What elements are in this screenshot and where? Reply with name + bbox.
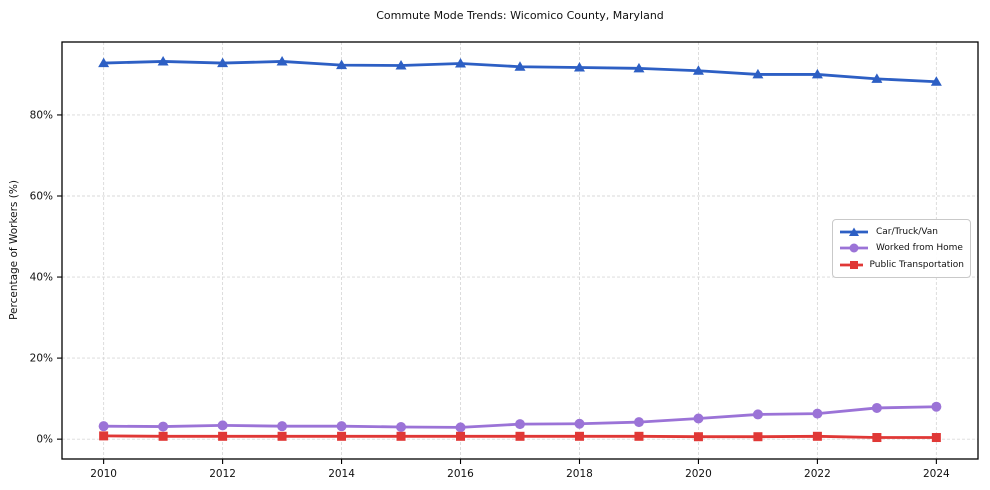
legend-item-car-truck-van: Car/Truck/Van bbox=[839, 226, 964, 238]
series-marker-public-transportation bbox=[337, 431, 347, 441]
series-marker-public-transportation bbox=[574, 431, 584, 441]
series-marker-car-truck-van bbox=[752, 68, 764, 79]
y-tick-label: 0% bbox=[36, 434, 53, 446]
x-tick-label: 2012 bbox=[209, 468, 236, 480]
series-marker-worked-from-home bbox=[396, 421, 407, 432]
series-marker-worked-from-home bbox=[574, 418, 585, 429]
y-tick-label: 40% bbox=[30, 272, 53, 284]
circle-legend-marker-icon bbox=[840, 243, 868, 253]
y-tick-label: 80% bbox=[30, 109, 53, 121]
x-tick-label: 2024 bbox=[923, 468, 950, 480]
series-marker-public-transportation bbox=[99, 431, 109, 441]
series-marker-car-truck-van bbox=[455, 57, 467, 68]
x-tick-label: 2010 bbox=[90, 468, 117, 480]
y-tick-label: 60% bbox=[30, 190, 53, 202]
series-marker-public-transportation bbox=[693, 432, 703, 442]
series-marker-public-transportation bbox=[396, 431, 406, 441]
chart-title: Commute Mode Trends: Wicomico County, Ma… bbox=[376, 9, 664, 22]
series-marker-car-truck-van bbox=[157, 55, 169, 66]
series-marker-worked-from-home bbox=[752, 409, 763, 420]
series-marker-worked-from-home bbox=[812, 408, 823, 419]
series-marker-public-transportation bbox=[277, 431, 287, 441]
series-marker-public-transportation bbox=[158, 431, 168, 441]
series-marker-worked-from-home bbox=[158, 421, 169, 432]
axes-spines bbox=[61, 41, 979, 460]
series-marker-worked-from-home bbox=[693, 413, 704, 424]
series-marker-public-transportation bbox=[753, 432, 763, 442]
x-tick-label: 2014 bbox=[328, 468, 355, 480]
legend-label-car-truck-van: Car/Truck/Van bbox=[876, 227, 938, 238]
x-tick-label: 2018 bbox=[566, 468, 593, 480]
series-marker-public-transportation bbox=[634, 431, 644, 441]
legend: Car/Truck/Van Worked from Home Public Tran… bbox=[832, 219, 971, 278]
series-marker-worked-from-home bbox=[336, 421, 347, 432]
series-marker-car-truck-van bbox=[98, 57, 110, 68]
x-tick-label: 2016 bbox=[447, 468, 474, 480]
series-marker-car-truck-van bbox=[692, 65, 704, 75]
series-marker-car-truck-van bbox=[276, 55, 288, 66]
series-marker-public-transportation bbox=[515, 431, 525, 441]
series-marker-car-truck-van bbox=[217, 57, 229, 68]
series-marker-public-transportation bbox=[812, 431, 822, 441]
series-marker-worked-from-home bbox=[931, 401, 942, 412]
series-marker-car-truck-van bbox=[573, 62, 585, 72]
series-marker-worked-from-home bbox=[455, 422, 466, 433]
triangle-legend-marker-icon bbox=[840, 227, 868, 237]
series-marker-car-truck-van bbox=[811, 68, 823, 79]
square-legend-marker-icon bbox=[840, 260, 863, 269]
legend-item-public-transportation: Public Transportation bbox=[839, 259, 964, 271]
legend-label-public-transportation: Public Transportation bbox=[869, 259, 964, 270]
series-marker-worked-from-home bbox=[98, 421, 109, 432]
series-marker-car-truck-van bbox=[395, 60, 407, 70]
x-tick-label: 2020 bbox=[685, 468, 712, 480]
series-marker-public-transportation bbox=[218, 431, 228, 441]
series-marker-worked-from-home bbox=[277, 421, 288, 432]
series-marker-public-transportation bbox=[456, 431, 466, 441]
series-marker-car-truck-van bbox=[633, 62, 645, 73]
series-marker-car-truck-van bbox=[930, 76, 942, 86]
series-marker-worked-from-home bbox=[217, 420, 228, 431]
series-marker-worked-from-home bbox=[633, 417, 644, 428]
legend-label-worked-from-home: Worked from Home bbox=[876, 243, 963, 254]
series-marker-car-truck-van bbox=[514, 61, 526, 71]
y-tick-label: 20% bbox=[30, 353, 53, 365]
series-marker-worked-from-home bbox=[871, 402, 882, 413]
series-marker-worked-from-home bbox=[515, 419, 525, 430]
series-marker-public-transportation bbox=[931, 433, 941, 443]
series-marker-public-transportation bbox=[872, 433, 882, 443]
series-marker-car-truck-van bbox=[871, 73, 883, 83]
legend-item-worked-from-home: Worked from Home bbox=[839, 242, 964, 254]
series-marker-car-truck-van bbox=[336, 59, 348, 70]
x-tick-label: 2022 bbox=[804, 468, 831, 480]
